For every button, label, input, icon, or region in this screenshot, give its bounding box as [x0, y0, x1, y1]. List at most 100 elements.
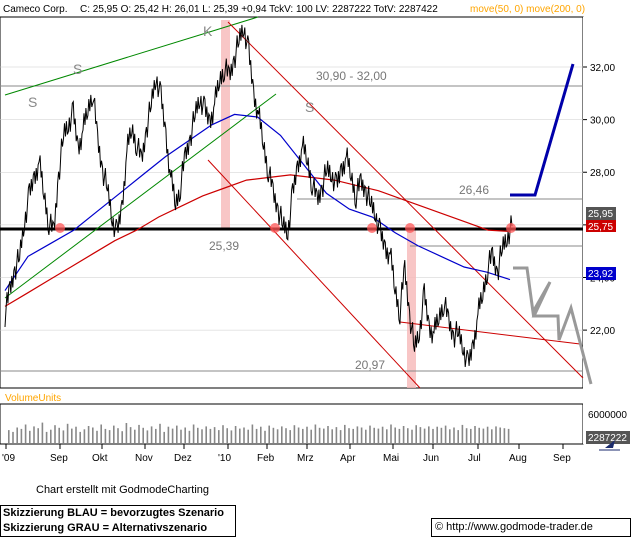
volume-bar [373, 427, 375, 443]
volume-bar [41, 422, 44, 443]
volume-bar [79, 431, 81, 443]
volume-bar [381, 426, 384, 443]
volume-bar [125, 423, 128, 443]
volume-bar [87, 426, 90, 443]
volume-bar [251, 424, 254, 443]
volume-bar [276, 429, 279, 443]
time-tick-label: '10 [218, 453, 231, 464]
volume-bar [176, 425, 178, 443]
volume-bar [356, 426, 359, 444]
highlight-bar-dez [221, 20, 230, 228]
volume-bar [150, 426, 153, 444]
volume-bar [457, 430, 459, 443]
time-tick-label: Sep [50, 453, 68, 464]
volume-bar [209, 428, 212, 443]
legend-blue: Skizzierung BLAU = bevorzugtes Szenario [3, 507, 224, 519]
volume-bar [264, 430, 266, 443]
volume-bar [243, 427, 245, 443]
price-current-badge [586, 207, 616, 220]
volume-bar [470, 428, 472, 443]
volume-bar [24, 424, 27, 443]
volume-bar [402, 426, 405, 443]
volume-bar [33, 426, 35, 444]
volume-bar [444, 425, 447, 443]
volume-bar [428, 426, 430, 444]
volume-bar [108, 430, 111, 443]
volume-bar [100, 424, 102, 443]
volume-bar [415, 425, 417, 443]
price-line [4, 24, 513, 368]
volume-bar [247, 429, 249, 443]
volume-bar [121, 431, 123, 443]
pattern-label-s2: S [73, 61, 82, 77]
volume-bar [281, 426, 283, 444]
time-tick-label: Sep [553, 453, 571, 464]
volume-bar [171, 428, 174, 443]
volume-bar [344, 424, 346, 443]
downtrend-lower-line [207, 159, 421, 389]
volume-bar [66, 423, 69, 443]
volume-bar [218, 430, 220, 443]
volume-bar [155, 428, 157, 443]
volume-bar [54, 425, 56, 443]
volume-current-badge-text: 2287222 [588, 433, 627, 444]
volume-bar [104, 428, 107, 443]
volume-bar [348, 428, 350, 443]
volume-bar [390, 424, 392, 443]
volume-axis-max: 6000000 [588, 410, 627, 421]
volume-bar [71, 428, 73, 443]
volume-bar [29, 430, 31, 443]
volume-bar [12, 431, 14, 443]
volume-bar [360, 427, 363, 443]
volume-bar [394, 427, 396, 443]
wedge-lower-line [399, 321, 581, 345]
volume-bar [272, 427, 275, 443]
touch-dots [55, 223, 516, 233]
touch-dot [367, 223, 377, 233]
highlight-bar-mai [407, 228, 416, 388]
level-label-2646: 26,46 [459, 183, 489, 197]
volume-bar [318, 427, 321, 443]
source-url[interactable]: © http://www.godmode-trader.de [431, 518, 631, 537]
volume-bar [507, 428, 510, 443]
price-current-badge-text: 25,95 [588, 209, 613, 220]
level-label-2097: 20,97 [355, 358, 385, 372]
time-tick-label: Jul [468, 453, 481, 464]
legend-gray: Skizzierung GRAU = Alternativszenario [3, 522, 208, 534]
price-tick-label: 28,00 [590, 168, 615, 179]
price-hidden-badge-text: 25,75 [588, 222, 613, 233]
volume-bar [188, 430, 191, 443]
volume-bar [167, 426, 170, 443]
volume-bar [201, 429, 203, 443]
volume-bar [50, 429, 52, 443]
volume-bar [499, 427, 501, 443]
volume-bar [159, 423, 161, 443]
volume-bar [197, 427, 199, 443]
channel-upper-line [4, 16, 259, 96]
volume-bar [213, 427, 216, 443]
volume-bar [323, 428, 325, 443]
volume-bar [58, 427, 60, 443]
volume-bar [423, 428, 426, 443]
scenario-gray-path [513, 266, 593, 385]
volume-bar [8, 430, 10, 443]
scroll-arrow-icon[interactable] [599, 440, 620, 451]
volume-bar [306, 426, 308, 443]
volume-bar [465, 428, 468, 443]
volume-bar [138, 424, 140, 443]
volume-bar [129, 427, 132, 443]
time-tick-label: Dez [174, 453, 192, 464]
touch-dot [270, 223, 280, 233]
volume-bar [461, 424, 464, 443]
volume-bar [239, 428, 241, 443]
volume-bar [62, 430, 65, 443]
price-hidden-badge [586, 220, 616, 232]
volume-bar [222, 425, 224, 443]
volume-bar [432, 428, 434, 443]
time-tick-label: Jun [423, 453, 439, 464]
volume-bar [37, 428, 39, 443]
time-tick-label: '09 [2, 453, 15, 464]
time-tick-label: Aug [509, 453, 527, 464]
volume-bar [205, 426, 207, 444]
volume-bar [478, 427, 480, 443]
